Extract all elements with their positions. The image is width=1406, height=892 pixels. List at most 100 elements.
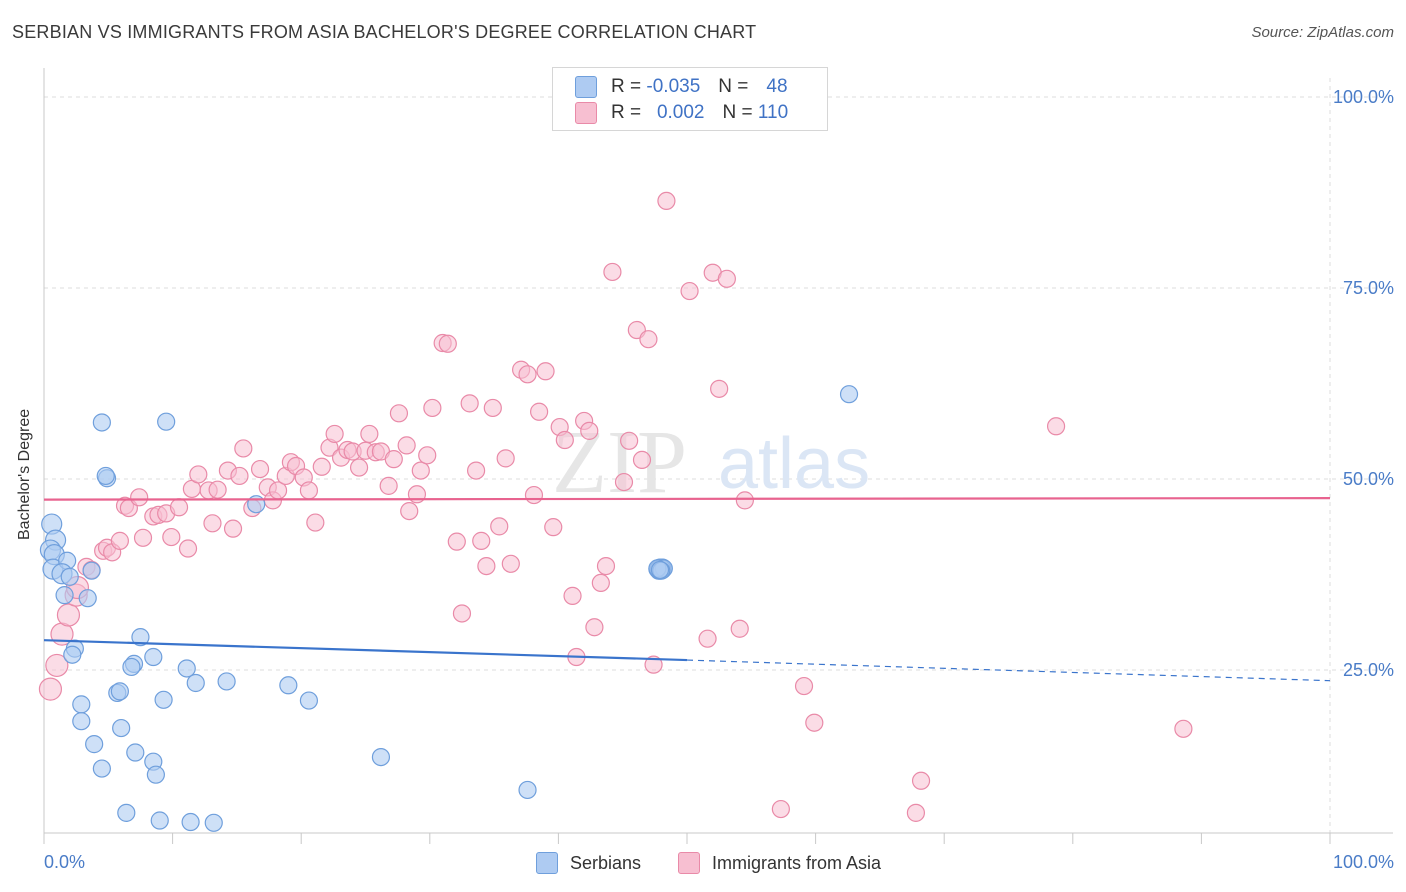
data-point-asia	[133, 528, 153, 547]
legend-item-asia[interactable]: Immigrants from Asia	[678, 852, 881, 874]
axes	[43, 68, 1393, 844]
data-point-asia	[585, 618, 604, 637]
data-point-asia	[208, 480, 227, 499]
legend-label: Serbians	[570, 852, 642, 873]
data-point-asia	[110, 531, 129, 550]
data-point-asia	[771, 799, 790, 819]
data-point-asia	[56, 603, 81, 627]
data-point-serbian	[60, 567, 79, 586]
data-point-asia	[544, 518, 563, 537]
legend-row-asia: R = 0.002 N = 110	[575, 100, 788, 126]
data-point-asia	[162, 527, 181, 547]
data-point-serbian	[131, 628, 150, 647]
data-point-asia	[730, 619, 749, 638]
data-point-asia	[250, 459, 270, 479]
data-point-asia	[698, 629, 717, 648]
data-point-asia	[389, 404, 409, 423]
serbians-swatch	[536, 852, 558, 874]
data-point-asia	[563, 586, 582, 605]
data-point-serbian	[518, 780, 537, 800]
data-point-asia	[360, 424, 379, 444]
data-point-asia	[189, 465, 208, 484]
data-point-asia	[397, 436, 416, 455]
data-point-asia	[384, 450, 403, 469]
x-tick-label: 0.0%	[44, 852, 86, 872]
data-point-asia	[411, 461, 430, 480]
n-value: 48	[766, 76, 788, 97]
data-point-serbian	[126, 743, 145, 762]
series-immigrants-from-asia	[38, 191, 1193, 822]
data-point-serbian	[204, 813, 223, 832]
data-point-asia	[501, 554, 520, 573]
data-point-serbian	[72, 695, 91, 714]
legend-label: Immigrants from Asia	[712, 852, 882, 873]
data-point-serbian	[650, 560, 670, 580]
data-point-asia	[530, 402, 549, 421]
data-point-asia	[349, 458, 369, 477]
data-point-asia	[447, 532, 466, 551]
data-point-serbian	[92, 759, 111, 778]
data-point-asia	[230, 466, 249, 486]
data-point-asia	[203, 514, 222, 533]
data-point-serbian	[55, 586, 74, 605]
data-point-asia	[490, 517, 509, 536]
legend-row-serbians: R = -0.035 N = 48	[575, 74, 788, 100]
data-point-serbian	[85, 735, 104, 754]
data-point-asia	[717, 269, 736, 288]
data-point-serbian	[78, 589, 97, 608]
data-point-asia	[1174, 719, 1193, 738]
y-tick-label: 50.0%	[1342, 469, 1394, 489]
data-point-serbian	[82, 561, 101, 580]
data-point-serbian	[154, 690, 173, 709]
data-point-serbian	[122, 657, 141, 677]
series-serbians	[39, 385, 859, 832]
r-value: 0.002	[656, 102, 705, 123]
data-point-asia	[178, 539, 198, 558]
data-point-asia	[472, 531, 491, 550]
data-point-asia	[805, 713, 824, 732]
data-point-asia	[710, 379, 729, 398]
data-point-asia	[38, 677, 63, 701]
source-label: Source: ZipAtlas.com	[1251, 24, 1394, 41]
trend-line-asia	[43, 497, 1331, 501]
stats-legend: R = -0.035 N = 48 R = 0.002 N = 110	[552, 67, 828, 131]
data-point-serbian	[186, 673, 205, 693]
trend-line-serbians	[43, 639, 688, 662]
data-point-serbian	[839, 385, 859, 404]
data-point-asia	[518, 365, 537, 384]
data-point-asia	[794, 676, 814, 696]
data-point-serbian	[92, 413, 111, 432]
data-point-asia	[169, 498, 189, 517]
legend-item-serbians[interactable]: Serbians	[536, 852, 641, 874]
data-point-asia	[524, 485, 544, 505]
data-point-serbian	[112, 718, 131, 738]
data-point-asia	[466, 461, 486, 480]
data-point-asia	[223, 519, 243, 538]
watermark-zip: ZIP	[552, 413, 687, 512]
data-point-serbian	[177, 659, 196, 678]
trend-line-serbians-extension	[686, 659, 1331, 682]
data-point-asia	[555, 430, 574, 450]
data-point-serbian	[299, 691, 319, 710]
data-point-asia	[379, 476, 398, 495]
data-point-asia	[580, 421, 599, 440]
data-point-asia	[911, 771, 931, 790]
data-point-serbian	[247, 495, 266, 514]
data-point-asia	[438, 334, 457, 353]
data-point-asia	[452, 604, 472, 623]
data-point-asia	[496, 449, 515, 468]
watermark-atlas: atlas	[718, 424, 870, 504]
data-point-asia	[130, 488, 149, 507]
data-point-asia	[325, 424, 344, 444]
data-point-serbian	[110, 682, 129, 701]
x-tick-label: 100.0%	[1332, 852, 1394, 872]
r-label: R =	[611, 76, 642, 97]
data-point-asia	[603, 262, 622, 282]
data-point-asia	[657, 191, 676, 211]
y-tick-label: 75.0%	[1342, 278, 1394, 298]
data-point-serbian	[157, 412, 176, 431]
data-point-serbian	[63, 645, 82, 664]
data-point-serbian	[144, 647, 163, 667]
data-point-serbian	[371, 747, 391, 767]
r-value: -0.035	[646, 76, 701, 97]
